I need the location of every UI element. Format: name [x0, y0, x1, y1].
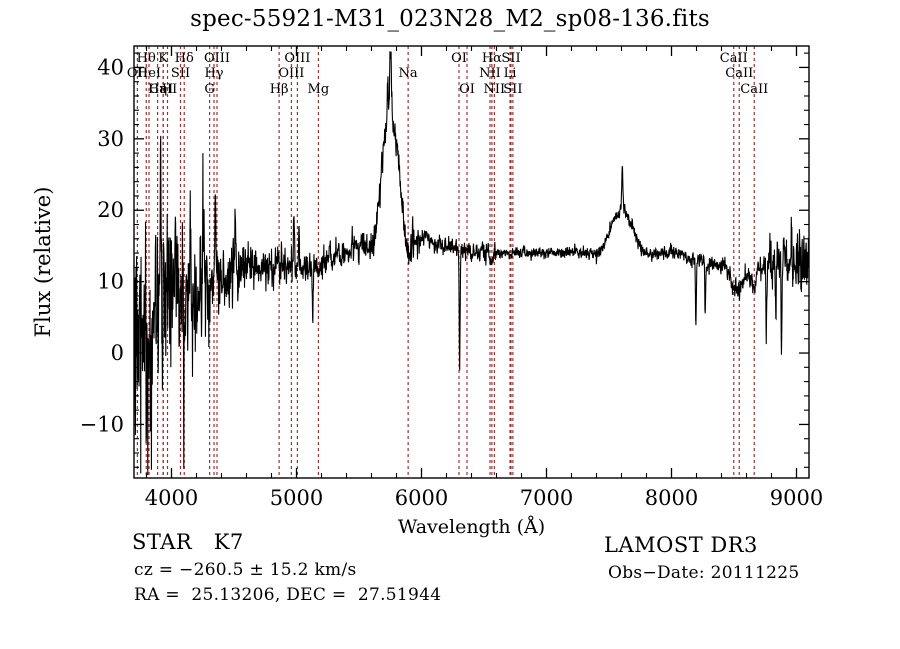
spectral-line-label: H [162, 82, 173, 97]
y-tick-label: −10 [80, 412, 124, 436]
y-axis-title: Flux (relative) [31, 187, 55, 338]
y-tick-label: 0 [111, 341, 124, 365]
spectral-line-label: OIII [284, 51, 310, 66]
coordinates: RA = 25.13206, DEC = 27.51944 [134, 585, 442, 605]
spectral-line-label: Mg [308, 82, 330, 97]
x-tick-label: 6000 [395, 486, 448, 510]
spectral-line-label: CaII [720, 51, 748, 66]
spectral-line-label: SII [501, 51, 520, 66]
plot-frame [133, 45, 810, 479]
spectral-line-label: HeI [137, 66, 161, 81]
footer-left: STAR K7 cz = −260.5 ± 15.2 km/s RA = 25.… [132, 530, 562, 610]
x-axis-title: Wavelength (Å) [398, 516, 545, 538]
spectrum-trace [134, 50, 809, 476]
spectral-line-label: Hθ [137, 51, 156, 66]
y-tick-label: 30 [97, 127, 124, 151]
axis-titles: Wavelength (Å) Flux (relative) [31, 187, 545, 538]
x-tick-label: 8000 [645, 486, 698, 510]
spectral-line-label: Hγ [204, 66, 223, 81]
y-tick-label: 20 [97, 198, 124, 222]
spectral-line-label: OIII [204, 51, 230, 66]
axis-tick-labels: 4000 5000 6000 7000 8000 9000 40 30 20 10 0 −10 [80, 55, 824, 510]
spectral-line-label: K [158, 51, 168, 66]
spectral-line-label: SII [503, 82, 522, 97]
spectral-line-label: NII [479, 66, 501, 81]
spectral-line-label: G [204, 82, 214, 97]
spectral-line-label: OI [459, 82, 475, 97]
spectral-line-label: Hβ [270, 82, 289, 97]
observation-date: Obs−Date: 20111225 [608, 563, 800, 583]
spectral-line-label: NII [484, 82, 506, 97]
spectral-line-label: Hη [148, 82, 167, 97]
spectral-line-label: CaII [725, 66, 753, 81]
object-type: STAR K7 [132, 530, 244, 554]
page-title: spec-55921-M31_023N28_M2_sp08-136.fits [190, 6, 710, 32]
y-tick-label: 40 [97, 55, 124, 79]
spectral-line-label: CaII [149, 82, 177, 97]
spectral-line-label: CaII [740, 82, 768, 97]
survey-name: LAMOST DR3 [604, 533, 758, 557]
x-tick-label: 4000 [145, 486, 198, 510]
spectral-line-label: SII [171, 66, 190, 81]
spectral-line-label: OI [451, 51, 467, 66]
x-tick-label: 7000 [520, 486, 573, 510]
footer-right: LAMOST DR3 Obs−Date: 20111225 [604, 533, 894, 588]
spectral-line-label: Hα [482, 51, 502, 66]
flux-trace [134, 50, 809, 476]
spectral-line-label: Na [399, 66, 418, 81]
radial-velocity: cz = −260.5 ± 15.2 km/s [134, 560, 357, 580]
x-tick-label: 9000 [770, 486, 823, 510]
spectral-line-label: OII [127, 66, 148, 81]
x-tick-label: 5000 [270, 486, 323, 510]
y-tick-label: 10 [97, 270, 124, 294]
spectral-line-label: Hδ [175, 51, 194, 66]
spectral-line-label: OIII [278, 66, 304, 81]
spectral-line-label: Li [504, 66, 517, 81]
